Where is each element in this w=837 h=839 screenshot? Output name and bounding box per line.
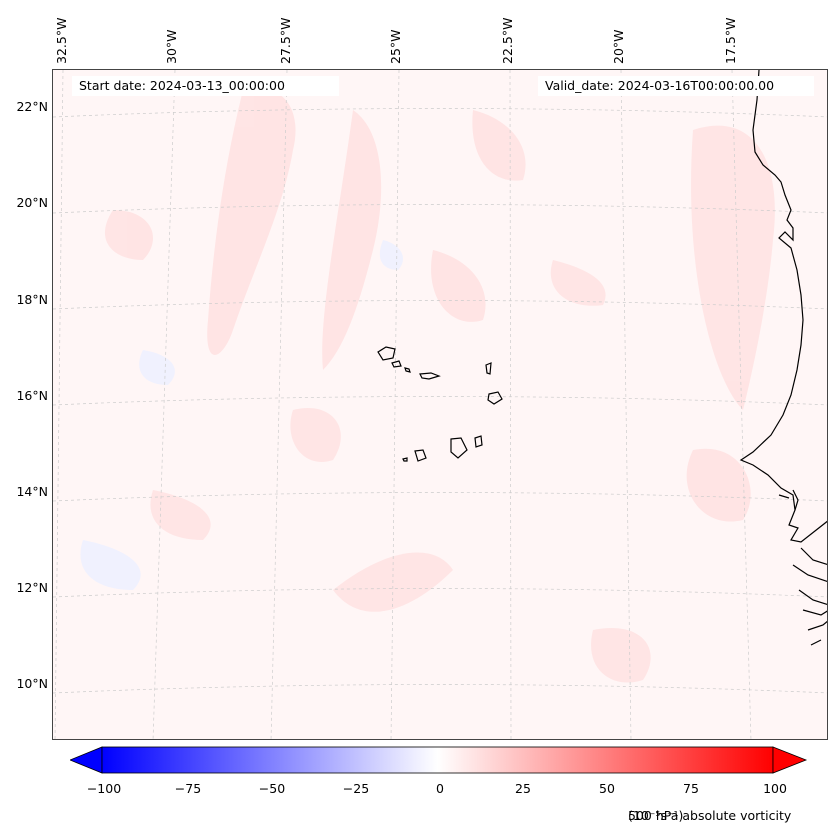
colorbar-tick: −75 [174, 781, 202, 796]
lat-label: 22°N [16, 99, 48, 114]
vorticity-field [53, 70, 827, 739]
colorbar-tick: −50 [258, 781, 286, 796]
colorbar-tick: −100 [86, 781, 122, 796]
lat-label: 12°N [16, 580, 48, 595]
colorbar-gradient [101, 746, 774, 774]
colorbar [70, 746, 808, 774]
colorbar-label: 500 hPa absolute vorticity [628, 808, 792, 823]
lon-label: 25°W [388, 29, 403, 64]
colorbar-tick: 0 [436, 781, 444, 796]
colorbar-tick: 100 [763, 781, 787, 796]
cape-verde-islands [377, 346, 503, 462]
lon-label: 30°W [164, 29, 179, 64]
colorbar-max-arrow [772, 746, 808, 774]
colorbar-units: (10⁻⁵s⁻¹) [628, 808, 684, 823]
lon-label: 20°W [611, 29, 626, 64]
lon-label: 27.5°W [278, 17, 293, 64]
coastline [778, 489, 827, 646]
negative-vorticity-patches [80, 240, 403, 590]
valid-date-label: Valid_date: 2024-03-16T00:00:00.00 [538, 76, 814, 96]
start-date-label: Start date: 2024-03-13_00:00:00 [72, 76, 339, 96]
lon-label: 17.5°W [723, 17, 738, 64]
lat-label: 20°N [16, 195, 48, 210]
lat-label: 16°N [16, 388, 48, 403]
colorbar-tick: 50 [599, 781, 615, 796]
coastline [739, 70, 827, 543]
lat-label: 18°N [16, 292, 48, 307]
colorbar-min-arrow [70, 746, 103, 774]
colorbar-tick: 25 [515, 781, 531, 796]
colorbar-tick: 75 [683, 781, 699, 796]
lon-label: 22.5°W [500, 17, 515, 64]
colorbar-tick: −25 [342, 781, 370, 796]
map-panel[interactable] [52, 69, 828, 740]
lon-label: 32.5°W [54, 17, 69, 64]
graticule [53, 70, 827, 739]
lat-label: 14°N [16, 484, 48, 499]
lat-label: 10°N [16, 676, 48, 691]
